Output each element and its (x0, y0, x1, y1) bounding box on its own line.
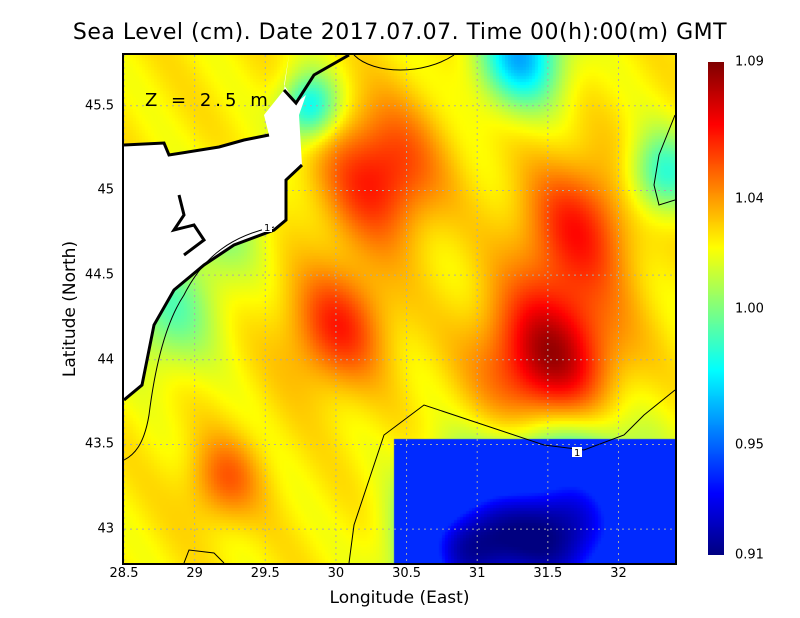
y-axis-label: Latitude (North) (60, 240, 80, 378)
colorbar-tick-label: 1.04 (735, 191, 764, 207)
chart-title: Sea Level (cm). Date 2017.07.07. Time 00… (72, 20, 728, 45)
colorbar-tick-label: 0.95 (735, 437, 764, 453)
plot-frame (122, 53, 677, 565)
y-tick-label: 45.5 (85, 98, 114, 114)
colorbar (708, 62, 724, 555)
x-tick-label: 29.5 (250, 566, 280, 581)
colorbar-tick-label: 1.09 (735, 54, 764, 70)
x-tick-label: 30.5 (392, 566, 422, 581)
x-tick-label: 30 (327, 566, 345, 581)
contour-line-top (353, 55, 675, 206)
sea-level-heatmap (124, 55, 675, 563)
contour-label: 1 (572, 447, 582, 459)
y-tick-label: 43 (97, 521, 114, 537)
x-tick-label: 31.5 (533, 566, 563, 581)
coastline (124, 55, 306, 400)
svg-text:1: 1 (264, 223, 270, 234)
depth-annotation: Z = 2.5 m (145, 90, 272, 111)
colorbar-tick-label: 0.91 (735, 547, 764, 563)
x-tick-label: 28.5 (109, 566, 139, 581)
colorbar-tick-label: 1.00 (735, 301, 764, 316)
x-tick-label: 31 (468, 566, 486, 581)
x-tick-label: 29 (186, 566, 203, 581)
y-tick-label: 45 (97, 182, 114, 198)
y-tick-label: 44 (97, 352, 114, 368)
contour-label: 1 (262, 222, 272, 234)
svg-text:1: 1 (574, 448, 580, 459)
coastline-border (124, 55, 350, 402)
y-tick-label: 44.5 (85, 267, 114, 283)
map-overlay: 1 1 (124, 55, 675, 563)
x-axis-label: Longitude (East) (329, 588, 470, 608)
x-tick-label: 32 (610, 566, 627, 581)
contour-line (124, 226, 675, 563)
y-tick-label: 43.5 (85, 436, 114, 452)
